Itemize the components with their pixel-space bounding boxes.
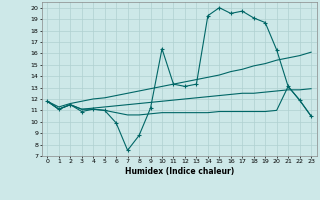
X-axis label: Humidex (Indice chaleur): Humidex (Indice chaleur) [124,167,234,176]
